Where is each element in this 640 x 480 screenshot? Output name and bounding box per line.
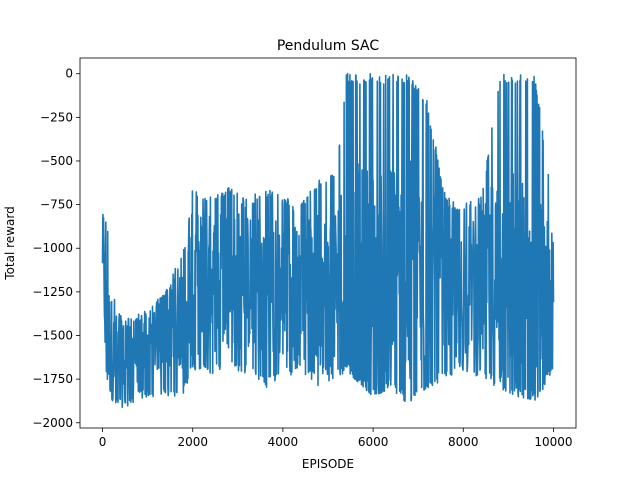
y-axis-ticks: 0 −250 −500 −750 −1000 −1250 −1500 −1750 −2000 [32, 67, 80, 430]
x-axis-ticks: 0 2000 4000 6000 8000 10000 [99, 428, 573, 449]
x-tick-label: 2000 [177, 435, 208, 449]
chart-title: Pendulum SAC [277, 38, 380, 54]
series-layer [101, 72, 555, 408]
x-tick-label: 0 [99, 435, 107, 449]
y-tick-label: −750 [40, 198, 73, 212]
y-tick-label: −250 [40, 110, 73, 124]
series-line [101, 72, 555, 408]
y-tick-label: 0 [65, 67, 73, 81]
y-tick-label: −1750 [32, 372, 73, 386]
x-tick-label: 10000 [534, 435, 572, 449]
x-tick-label: 4000 [268, 435, 299, 449]
y-tick-label: −500 [40, 154, 73, 168]
x-axis-label: EPISODE [302, 457, 354, 471]
y-tick-label: −1500 [32, 329, 73, 343]
y-tick-label: −2000 [32, 416, 73, 430]
y-axis-label: Total reward [3, 206, 17, 280]
x-tick-label: 8000 [448, 435, 479, 449]
y-tick-label: −1250 [32, 285, 73, 299]
y-tick-label: −1000 [32, 241, 73, 255]
plot-frame [79, 57, 577, 429]
x-tick-label: 6000 [358, 435, 389, 449]
